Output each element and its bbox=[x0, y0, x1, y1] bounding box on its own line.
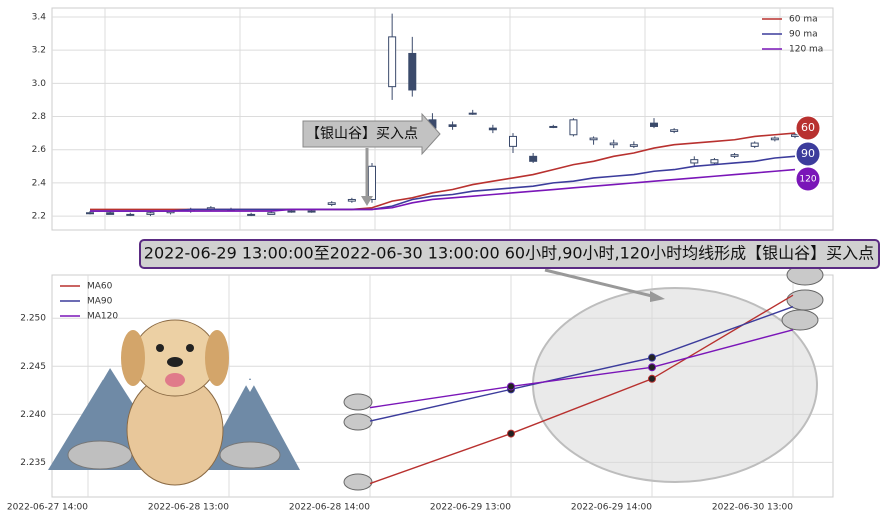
candle-body bbox=[287, 210, 296, 213]
ma-badge bbox=[795, 166, 821, 192]
candle-body bbox=[267, 212, 276, 215]
legend-label: MA90 bbox=[87, 297, 113, 307]
y-tick-label: 2.240 bbox=[20, 410, 46, 420]
ma-line bbox=[90, 155, 796, 212]
point-marker bbox=[648, 374, 656, 383]
point-marker bbox=[648, 353, 656, 362]
y-tick-label: 2.235 bbox=[20, 458, 46, 468]
ma-badge-label: 90 bbox=[801, 147, 815, 160]
ma-badge-label: 120 bbox=[799, 175, 816, 185]
dog-illustration bbox=[48, 319, 300, 486]
top-plot-area bbox=[51, 7, 834, 231]
candle-body bbox=[347, 198, 356, 202]
x-tick-label: 2022-06-29 14:00 bbox=[571, 503, 652, 513]
candle-body bbox=[791, 134, 799, 137]
ingot-icons bbox=[343, 264, 824, 491]
ma-line bbox=[369, 294, 794, 485]
candle-body bbox=[650, 122, 658, 127]
bottom-annotation: 2022-06-29 13:00:00至2022-06-30 13:00:00 … bbox=[139, 239, 880, 302]
candle-body bbox=[388, 36, 397, 88]
candle-body bbox=[529, 155, 538, 162]
candle-body bbox=[710, 159, 719, 164]
candle-body bbox=[509, 135, 517, 147]
y-tick-label: 2.2 bbox=[32, 212, 46, 222]
y-tick-label: 2.6 bbox=[32, 145, 47, 155]
y-tick-label: 3.0 bbox=[32, 79, 47, 89]
legend-label: MA60 bbox=[87, 282, 113, 292]
candle-body bbox=[146, 212, 155, 215]
y-tick-label: 2.245 bbox=[20, 362, 46, 372]
x-tick-label: 2022-06-27 14:00 bbox=[7, 503, 88, 513]
ma-badge-label: 60 bbox=[801, 121, 815, 134]
point-marker bbox=[648, 363, 656, 372]
candle-body bbox=[770, 137, 779, 141]
x-tick-label: 2022-06-28 13:00 bbox=[148, 503, 229, 513]
candle-body bbox=[468, 112, 477, 115]
candle-body bbox=[327, 202, 336, 205]
ma-line bbox=[90, 168, 796, 212]
y-tick-label: 2.8 bbox=[32, 112, 47, 122]
x-tick-label: 2022-06-30 13:00 bbox=[712, 503, 793, 513]
point-marker bbox=[507, 429, 515, 438]
ma-line bbox=[369, 306, 794, 422]
candle-body bbox=[307, 210, 316, 213]
candle-body bbox=[609, 142, 618, 146]
candle-body bbox=[629, 144, 638, 147]
legend-label: 90 ma bbox=[789, 30, 818, 40]
candle-body bbox=[670, 129, 679, 132]
y-tick-label: 2.4 bbox=[32, 178, 47, 188]
candle-body bbox=[247, 213, 256, 216]
candle-body bbox=[730, 154, 739, 157]
highlight-ellipse bbox=[532, 287, 818, 483]
candle-body bbox=[126, 213, 135, 216]
top-vertical-grid bbox=[104, 8, 781, 230]
ma-badge bbox=[795, 141, 821, 167]
candle-body bbox=[448, 124, 457, 127]
legend-label: 60 ma bbox=[789, 15, 818, 25]
candle-body bbox=[589, 137, 598, 141]
candle-body bbox=[106, 212, 115, 215]
legend-label: MA120 bbox=[87, 312, 118, 322]
ma-badge bbox=[795, 115, 821, 141]
candle-body bbox=[408, 52, 417, 91]
candle-body bbox=[86, 212, 94, 215]
candle-body bbox=[488, 127, 497, 131]
candle-body bbox=[750, 142, 759, 147]
top-annotation: 【银山谷】买入点 bbox=[302, 112, 441, 206]
candle-body bbox=[690, 159, 699, 164]
candle-body bbox=[549, 125, 558, 128]
candle-body bbox=[368, 165, 376, 200]
y-tick-label: 3.4 bbox=[32, 12, 47, 22]
y-tick-label: 3.2 bbox=[32, 46, 46, 56]
legend-label: 120 ma bbox=[789, 45, 823, 55]
point-marker bbox=[507, 382, 515, 391]
candle-body bbox=[569, 119, 578, 136]
x-tick-label: 2022-06-28 14:00 bbox=[289, 503, 370, 513]
bottom-annotation-text: 2022-06-29 13:00:00至2022-06-30 13:00:00 … bbox=[144, 244, 874, 263]
top-annotation-text: 【银山谷】买入点 bbox=[306, 126, 418, 142]
x-tick-label: 2022-06-29 13:00 bbox=[430, 503, 511, 513]
y-tick-label: 2.250 bbox=[20, 314, 46, 324]
ma-line bbox=[369, 329, 794, 409]
